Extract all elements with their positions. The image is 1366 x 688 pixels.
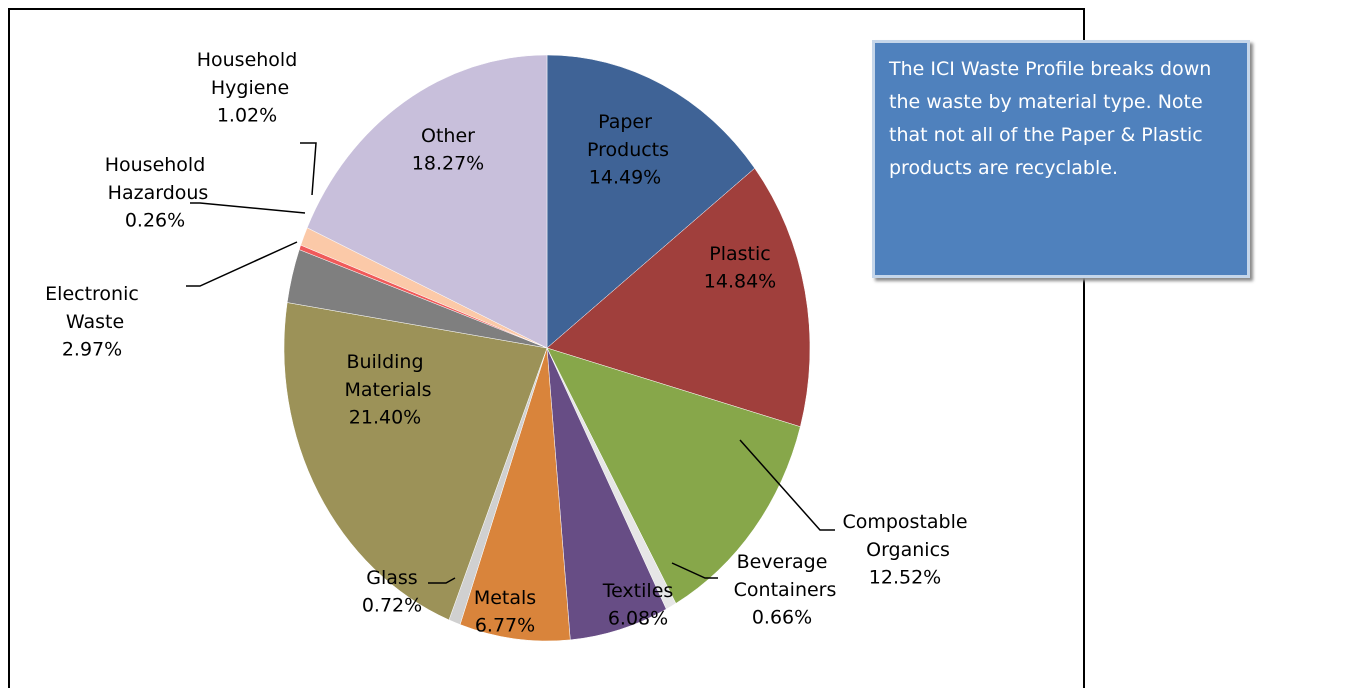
slice-label: Household Hygiene 1.02%	[197, 49, 298, 127]
leader-line	[190, 202, 306, 214]
slice-label: Textiles 6.08%	[602, 580, 674, 630]
leader-line	[300, 142, 317, 196]
value-label: 12.52%	[869, 567, 941, 589]
value-label: 1.02%	[217, 105, 277, 127]
pie-slice	[283, 302, 548, 621]
category-label: Household Hygiene	[197, 49, 298, 99]
annotation-box: The ICI Waste Profile breaks down the wa…	[872, 40, 1250, 278]
pie-slice	[459, 347, 571, 642]
value-label: 0.72%	[362, 595, 422, 617]
category-label: Other	[421, 125, 475, 147]
value-label: 0.26%	[125, 210, 185, 232]
slice-label: Household Hazardous 0.26%	[102, 154, 209, 232]
value-label: 0.66%	[752, 607, 812, 629]
category-label: Glass	[366, 567, 417, 589]
slice-label: Glass 0.72%	[362, 567, 422, 617]
page: {"chart_data": {"type": "pie", "categori…	[8, 8, 1250, 688]
chart: Paper Products 14.49% Plastic 14.84% Compost…	[45, 49, 968, 642]
category-label: Electronic Waste	[45, 283, 139, 333]
slice-label: Metals 6.77%	[474, 587, 536, 637]
category-label: Textiles	[602, 580, 674, 602]
leader-line	[739, 439, 835, 531]
slice-label: Beverage Containers 0.66%	[728, 551, 837, 629]
slice-label: Compostable Organics 12.52%	[842, 511, 967, 589]
pie-slice	[306, 54, 548, 349]
leader-line	[428, 577, 456, 584]
chart-frame	[8, 8, 1085, 688]
pie-slice	[546, 347, 801, 604]
value-label: 14.84%	[704, 271, 776, 293]
leader-line	[186, 241, 298, 287]
category-label: Metals	[474, 587, 536, 609]
value-label: 21.40%	[349, 407, 421, 429]
pie-slice	[546, 167, 811, 428]
value-label: 2.97%	[62, 339, 122, 361]
slice-label: Paper Products 14.49%	[581, 111, 669, 189]
pie-slice	[546, 54, 756, 349]
category-label: Compostable Organics	[842, 511, 967, 561]
value-label: 14.49%	[589, 167, 661, 189]
value-label: 18.27%	[412, 153, 484, 175]
category-label: Household Hazardous	[102, 154, 209, 204]
slice-label: Other 18.27%	[412, 125, 484, 175]
value-label: 6.77%	[475, 615, 535, 637]
slice-label: Building Materials 21.40%	[338, 351, 431, 429]
slice-label: Plastic 14.84%	[704, 243, 776, 293]
category-label: Plastic	[709, 243, 770, 265]
category-label: Paper Products	[581, 111, 669, 161]
slice-label: Electronic Waste 2.97%	[45, 283, 139, 361]
category-label: Beverage Containers	[728, 551, 837, 601]
value-label: 6.08%	[608, 608, 668, 630]
leader-line	[671, 562, 718, 579]
category-label: Building Materials	[338, 351, 431, 401]
